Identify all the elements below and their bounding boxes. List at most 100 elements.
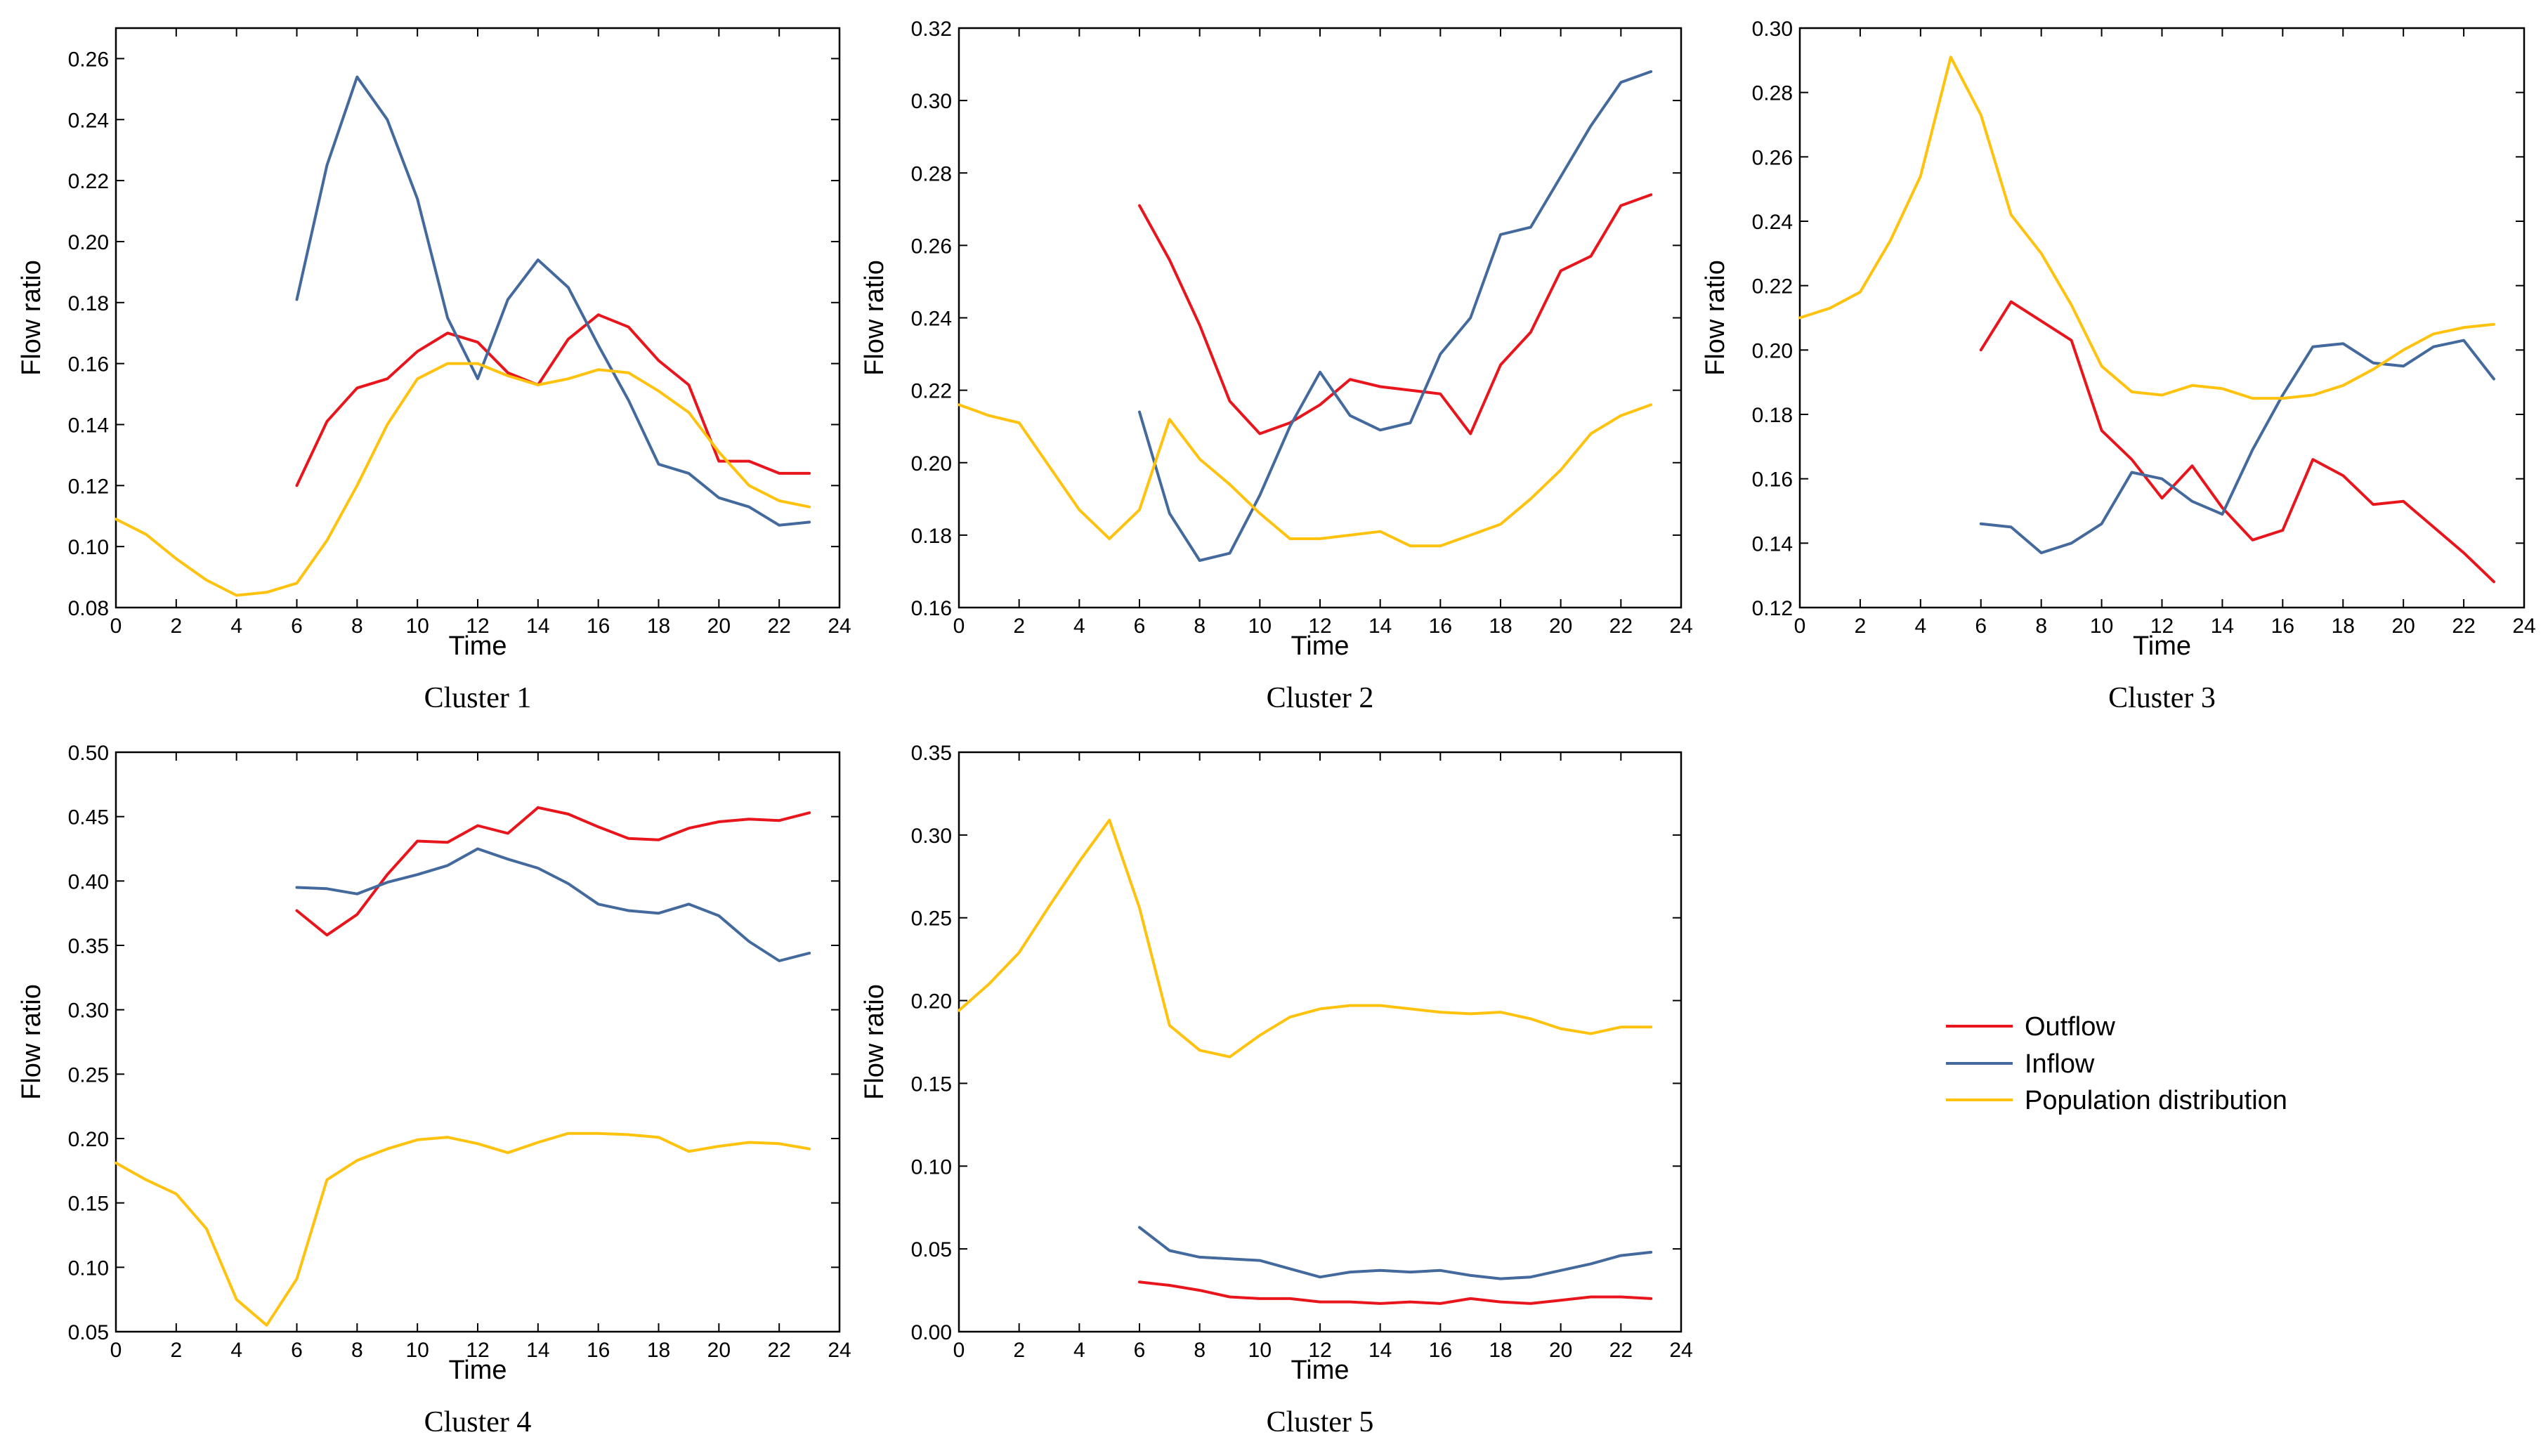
y-axis-label: Flow ratio <box>860 260 889 376</box>
y-tick-label: 0.20 <box>68 1128 109 1151</box>
y-tick-label: 0.14 <box>1752 532 1793 556</box>
series-line-population <box>958 818 1653 1058</box>
x-tick-label: 18 <box>1489 615 1512 638</box>
series-line-inflow <box>1979 339 2495 555</box>
y-tick-label: 0.25 <box>68 1063 109 1087</box>
y-tick-label: 0.24 <box>911 308 952 331</box>
x-tick-label: 6 <box>291 615 303 638</box>
series-line-outflow <box>1138 193 1653 435</box>
x-tick-label: 14 <box>1368 615 1392 638</box>
series-line-population <box>958 403 1653 548</box>
x-tick-label: 10 <box>1248 1339 1272 1362</box>
y-tick-label: 0.10 <box>911 1155 952 1179</box>
x-tick-label: 20 <box>707 615 731 638</box>
x-tick-label: 20 <box>1549 1339 1572 1362</box>
x-tick-label: 4 <box>230 1339 242 1362</box>
x-tick-label: 12 <box>1308 1339 1331 1362</box>
chart-panels: 0 2 4 6 8 10 12 14 16 18 20 22 240.080.100.120.140.1… <box>17 18 2536 1438</box>
x-tick-label: 16 <box>587 1339 610 1362</box>
x-tick-label: 8 <box>1194 615 1206 638</box>
plot-frame <box>958 751 1683 1333</box>
x-tick-label: 24 <box>828 1339 851 1362</box>
y-tick-label: 0.28 <box>911 162 952 185</box>
y-tick-label: 0.18 <box>68 292 109 315</box>
x-axis-label: Time <box>2133 631 2191 661</box>
y-tick-label: 0.18 <box>911 525 952 548</box>
chart-cluster-3: 0 2 4 6 8 10 12 14 16 18 20 22 240.120.140.160.180.2… <box>1701 18 2536 714</box>
y-axis-label: Flow ratio <box>860 984 889 1100</box>
y-tick-label: 0.20 <box>68 231 109 254</box>
chart-cluster-5: 0 2 4 6 8 10 12 14 16 18 20 22 240.000.050.100.150.2… <box>860 742 1693 1438</box>
x-tick-label: 0 <box>953 1339 965 1362</box>
x-tick-label: 12 <box>466 1339 489 1362</box>
x-tick-label: 8 <box>2035 615 2047 638</box>
x-tick-label: 20 <box>2391 615 2415 638</box>
x-axis-label: Time <box>448 631 507 661</box>
series-line-outflow <box>295 806 811 937</box>
x-tick-label: 16 <box>1429 1339 1452 1362</box>
plot-frame <box>115 751 841 1333</box>
x-tick-label: 16 <box>587 615 610 638</box>
series-line-outflow <box>1979 300 2495 584</box>
x-tick-label: 4 <box>1073 1339 1085 1362</box>
y-tick-label: 0.35 <box>68 935 109 958</box>
x-tick-label: 18 <box>647 1339 670 1362</box>
x-tick-label: 16 <box>2271 615 2294 638</box>
y-tick-label: 0.25 <box>911 907 952 931</box>
x-tick-label: 0 <box>110 1339 122 1362</box>
y-tick-label: 0.16 <box>68 353 109 376</box>
x-tick-label: 2 <box>1855 615 1867 638</box>
x-tick-label: 20 <box>1549 615 1572 638</box>
y-tick-label: 0.45 <box>68 806 109 829</box>
y-tick-label: 0.30 <box>68 999 109 1023</box>
y-tick-label: 0.30 <box>911 825 952 848</box>
y-tick-label: 0.30 <box>1752 18 1793 41</box>
x-tick-label: 0 <box>110 615 122 638</box>
x-tick-label: 12 <box>2150 615 2174 638</box>
y-tick-label: 0.20 <box>911 990 952 1014</box>
chart-cluster-1: 0 2 4 6 8 10 12 14 16 18 20 22 240.080.100.120.140.1… <box>17 27 851 714</box>
x-tick-label: 24 <box>2512 615 2535 638</box>
x-tick-label: 22 <box>1609 1339 1633 1362</box>
chart-cluster-2: 0 2 4 6 8 10 12 14 16 18 20 22 240.160.180.200.220.2… <box>860 18 1693 714</box>
series-line-population <box>1798 55 2495 400</box>
series-line-inflow <box>1138 70 1653 562</box>
x-tick-label: 2 <box>1013 615 1025 638</box>
x-tick-label: 18 <box>647 615 670 638</box>
series-line-population <box>115 362 811 597</box>
x-tick-label: 6 <box>1134 615 1146 638</box>
y-tick-label: 0.12 <box>1752 597 1793 620</box>
x-tick-label: 4 <box>230 615 242 638</box>
legend-label-outflow: Outflow <box>2025 1012 2115 1042</box>
legend-label-population: Population distribution <box>2025 1086 2287 1115</box>
x-tick-label: 18 <box>1489 1339 1512 1362</box>
x-tick-label: 6 <box>291 1339 303 1362</box>
y-tick-label: 0.10 <box>68 1257 109 1280</box>
y-tick-label: 0.26 <box>68 48 109 71</box>
y-tick-label: 0.22 <box>68 170 109 193</box>
x-tick-label: 22 <box>767 1339 790 1362</box>
x-tick-label: 4 <box>1914 615 1926 638</box>
chart-caption: Cluster 3 <box>2108 682 2216 714</box>
y-tick-label: 0.14 <box>68 414 109 437</box>
x-axis-label: Time <box>448 1356 507 1385</box>
y-tick-label: 0.28 <box>1752 82 1793 105</box>
series-line-population <box>115 1132 811 1327</box>
x-tick-label: 14 <box>2211 615 2234 638</box>
y-tick-label: 0.26 <box>911 235 952 258</box>
series-line-inflow <box>295 847 811 962</box>
y-tick-label: 0.26 <box>1752 146 1793 169</box>
x-tick-label: 12 <box>1308 615 1331 638</box>
plot-frame <box>958 27 1683 609</box>
x-tick-label: 18 <box>2332 615 2355 638</box>
plot-frame <box>115 27 841 609</box>
x-tick-label: 24 <box>1669 1339 1692 1362</box>
legend: Outflow Inflow Population distribution <box>1946 1012 2287 1115</box>
x-tick-label: 8 <box>351 1339 363 1362</box>
y-tick-label: 0.20 <box>911 452 952 476</box>
x-tick-label: 2 <box>1013 1339 1025 1362</box>
x-tick-label: 22 <box>767 615 790 638</box>
plot-frame <box>1798 27 2526 609</box>
x-tick-label: 6 <box>1975 615 1987 638</box>
